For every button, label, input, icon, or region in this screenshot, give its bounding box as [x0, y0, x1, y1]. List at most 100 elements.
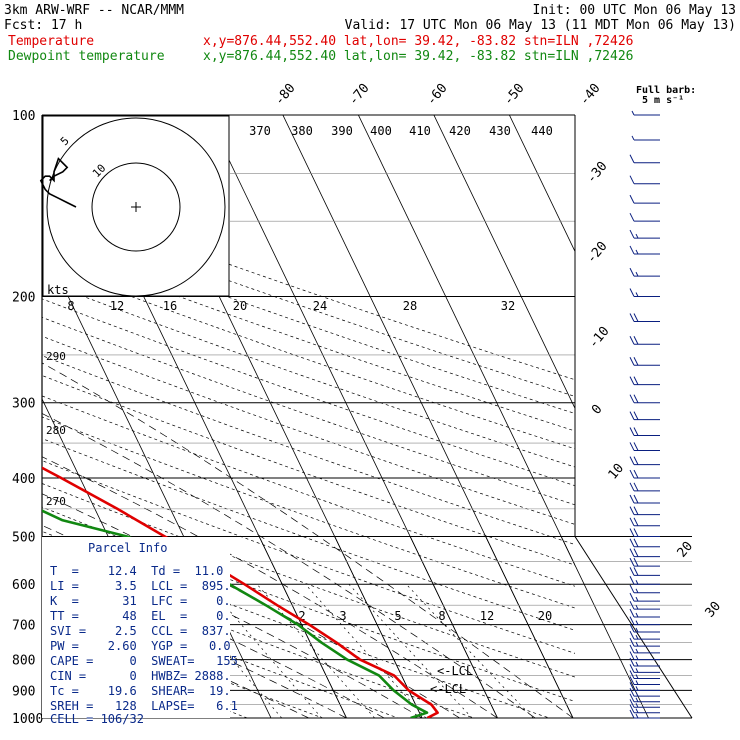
speed-tick-label: 20 [233, 299, 247, 313]
barb-legend-units: 5 m s⁻¹ [642, 95, 684, 106]
isotherm-line [357, 115, 575, 567]
dry-adiabat [42, 228, 575, 414]
barb-legend-title: Full barb: [636, 85, 696, 96]
dewpoint-legend: Dewpoint temperature [8, 49, 165, 64]
mixing-ratio-line [256, 583, 375, 718]
wind-barb [629, 704, 660, 714]
pressure-tick-label: 600 [12, 578, 35, 593]
isotherm-label: -20 [584, 239, 611, 267]
wind-barb [629, 442, 660, 451]
speed-tick-label: 12 [110, 299, 124, 313]
parcel-row: Tc = 19.6 SHEAR= 19. [50, 684, 231, 698]
wind-barb [629, 567, 660, 576]
wind-barb [629, 682, 660, 691]
wind-barb [629, 608, 660, 618]
parcel-row: SREH = 128 LAPSE= 6.1 [50, 699, 238, 713]
isotherm-line [508, 115, 575, 253]
wind-barb [629, 538, 660, 548]
theta-top-label: 410 [409, 124, 431, 138]
dry-adiabat [42, 395, 575, 587]
sounding-profiles [42, 466, 439, 718]
parcel-info-box: Parcel Info T = 12.4 Td = 11.0 LI = 3.5 … [42, 537, 238, 726]
wind-barb [629, 357, 660, 366]
speed-tick-label: 16 [163, 299, 177, 313]
pressure-tick-label: 900 [12, 684, 35, 699]
dewpoint-location: x,y=876.44,552.40 lat,lon= 39.42, -83.82… [203, 49, 633, 64]
parcel-row: K = 31 LFC = 0. [50, 594, 231, 608]
wind-barb [629, 394, 660, 404]
dewpoint-line [42, 509, 429, 718]
mixing-ratio-label: 2 [298, 609, 305, 623]
hodograph-ring [91, 162, 181, 252]
mixing-ratio-label: 3 [339, 609, 346, 623]
dry-adiabat [42, 298, 575, 487]
forecast-hour: Fcst: 17 h [4, 18, 82, 33]
pressure-tick-label: 700 [12, 619, 35, 634]
isotherm-label: -70 [346, 81, 373, 109]
wind-barb [629, 670, 660, 680]
parcel-row: CIN = 0 HWBZ= 2888. [50, 669, 231, 683]
wind-barb [629, 548, 660, 558]
dry-adiabat [42, 355, 575, 545]
wind-barb [629, 288, 660, 298]
wind-barb [629, 494, 660, 504]
isotherm-label: 10 [606, 461, 628, 483]
model-title: 3km ARW-WRF -- NCAR/MMM [4, 3, 184, 18]
wind-barb [629, 600, 660, 610]
header: 3km ARW-WRF -- NCAR/MMM Init: 00 UTC Mon… [4, 3, 736, 106]
wind-barb [629, 557, 660, 567]
wind-barb [629, 229, 660, 239]
wind-barb [629, 584, 660, 594]
pressure-tick-label: 400 [12, 472, 35, 487]
isotherm-line [560, 536, 649, 718]
mixing-ratio-label: 20 [538, 609, 552, 623]
valid-time: Valid: 17 UTC Mon 06 May 13 (11 MDT Mon … [345, 18, 736, 33]
isotherm-line [485, 536, 574, 718]
wind-barb [629, 699, 660, 708]
isotherm-label: -30 [584, 159, 611, 187]
wind-barb [629, 212, 660, 222]
wind-barb [629, 175, 660, 185]
wind-barb [629, 154, 660, 164]
theta-top-label: 430 [489, 124, 511, 138]
wind-barb [631, 110, 660, 116]
isotherm-label: -40 [577, 81, 604, 109]
hodograph-trace [39, 157, 77, 208]
mixing-ratio-line [305, 583, 427, 718]
wind-barb [629, 616, 660, 626]
lcl-marker: <-LCL [437, 664, 473, 678]
isotherm-label: -60 [424, 81, 451, 109]
theta-label: 290 [46, 350, 66, 363]
wind-barb [629, 623, 660, 633]
theta-top-label: 420 [449, 124, 471, 138]
hodograph-kts-label: kts [47, 283, 69, 297]
temperature-line [42, 466, 439, 718]
theta-label: 280 [46, 424, 66, 437]
wind-barb [629, 693, 660, 703]
isotherm-label: 0 [589, 402, 606, 418]
wind-barbs [629, 110, 660, 719]
wind-barb [629, 469, 660, 479]
isotherm-line [409, 536, 498, 718]
right-slant-axis [574, 536, 693, 719]
hodograph-ring [46, 117, 226, 297]
parcel-row: CELL = 106/32 [50, 712, 144, 726]
temperature-legend: Temperature [8, 34, 94, 49]
wind-barb [631, 135, 660, 141]
isotherm-label: 30 [703, 599, 725, 621]
wind-barb [629, 506, 660, 516]
dry-adiabat [42, 460, 575, 654]
wind-barb [629, 267, 660, 277]
theta-top-label: 390 [331, 124, 353, 138]
parcel-info-title: Parcel Info [88, 541, 167, 555]
wind-barb [629, 637, 660, 647]
parcel-row: TT = 48 EL = 0. [50, 609, 231, 623]
dry-adiabat [42, 530, 551, 718]
wind-barb [629, 194, 660, 204]
wind-barb [629, 427, 660, 436]
pressure-tick-label: 1000 [12, 712, 43, 727]
isotherm-line [433, 115, 575, 410]
mixing-ratio-line [406, 583, 534, 718]
pressure-tick-label: 100 [12, 109, 35, 124]
